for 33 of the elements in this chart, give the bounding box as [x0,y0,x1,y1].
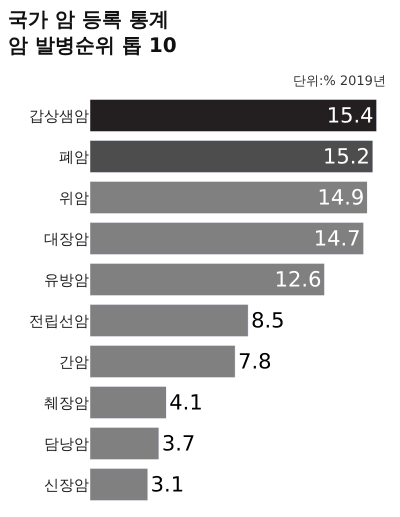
bar [90,427,160,460]
data-label: 8.5 [251,308,285,332]
data-label: 3.7 [162,432,196,456]
bar [90,386,167,419]
bar [90,99,377,132]
y-tick-label: 유방암 [44,270,89,289]
chart-title: 국가 암 등록 통계 [8,6,169,31]
y-tick-label: 폐암 [59,148,89,166]
data-label: 3.1 [150,472,184,496]
data-label: 14.9 [317,186,364,210]
y-tick-label: 위암 [59,188,89,207]
data-label: 7.8 [238,350,272,374]
bar [90,345,236,378]
data-label: 15.2 [323,144,370,168]
data-label: 12.6 [274,268,322,292]
y-tick-label: 췌장암 [44,394,89,412]
y-tick-label: 간암 [59,352,89,371]
y-tick-label: 담낭암 [44,434,89,453]
y-tick-label: 대장암 [44,230,89,248]
y-tick-label: 갑상샘암 [29,106,89,125]
text: 단위:% 2019년 [293,74,386,89]
bar [90,181,368,214]
bar [90,140,374,173]
data-label: 15.4 [326,104,374,128]
data-label: 4.1 [169,390,203,414]
bar [90,263,325,296]
bar [90,304,248,337]
bar [90,468,148,501]
chart-subtitle: 암 발병순위 톱 10 [8,32,177,57]
y-tick-label: 신장암 [44,476,89,494]
y-tick-label: 전립선암 [29,312,89,330]
bar [90,222,364,255]
data-label: 14.7 [314,226,361,250]
